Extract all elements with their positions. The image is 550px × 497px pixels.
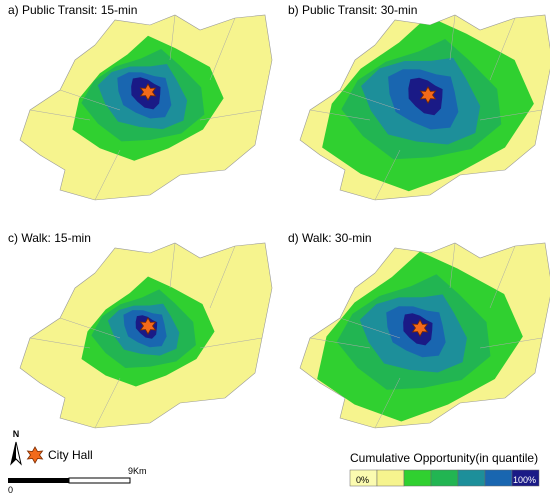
color-legend: [349, 469, 540, 487]
panel-title: d) Walk: 30-min: [288, 231, 372, 245]
legend-swatch: [376, 469, 405, 487]
map-panels: a) Public Transit: 15-min b) Public Trans…: [8, 3, 550, 429]
city-hall-label: City Hall: [48, 448, 93, 462]
scale-bar: 0 9Km: [8, 466, 147, 495]
district-boundary: [339, 317, 401, 339]
panel-title: b) Public Transit: 30-min: [288, 3, 417, 17]
legend-swatch: [403, 469, 432, 487]
legend-title: Cumulative Opportunity(in quantile): [350, 451, 538, 465]
north-arrow: N: [10, 429, 22, 466]
legend-min: 0%: [356, 475, 369, 485]
legend-max: 100%: [513, 475, 536, 485]
map-panel: a) Public Transit: 15-min: [8, 3, 273, 201]
district-boundary: [94, 149, 121, 201]
district-boundary: [29, 109, 91, 121]
scale-start: 0: [8, 485, 13, 495]
district-boundary: [169, 242, 176, 289]
district-boundary: [374, 149, 401, 201]
panel-title: c) Walk: 15-min: [8, 231, 91, 245]
district-boundary: [59, 317, 121, 339]
district-boundary: [94, 377, 121, 429]
district-boundary: [479, 109, 543, 121]
district-boundary: [199, 109, 263, 121]
city-hall-icon: [27, 446, 43, 464]
district-boundary: [489, 17, 516, 81]
legend-swatch: [430, 469, 459, 487]
district-boundary: [374, 377, 401, 429]
legend-swatch: [457, 469, 486, 487]
scale-end: 9Km: [128, 466, 147, 476]
district-boundary: [59, 89, 121, 111]
legend-swatch: [484, 469, 513, 487]
district-boundary: [479, 337, 543, 349]
district-boundary: [309, 337, 371, 349]
map-panel: c) Walk: 15-min: [8, 231, 273, 429]
district-boundary: [209, 245, 236, 309]
legend-swatch: [511, 469, 540, 487]
panel-title: a) Public Transit: 15-min: [8, 3, 137, 17]
district-boundary: [449, 14, 456, 61]
map-panel: b) Public Transit: 30-min: [288, 3, 550, 201]
district-boundary: [29, 337, 91, 349]
district-boundary: [169, 14, 176, 61]
district-boundary: [489, 245, 516, 309]
district-boundary: [209, 17, 236, 81]
district-boundary: [199, 337, 263, 349]
district-boundary: [339, 89, 401, 111]
district-boundary: [309, 109, 371, 121]
map-panel: d) Walk: 30-min: [288, 231, 550, 429]
north-label: N: [13, 429, 20, 439]
district-boundary: [449, 242, 456, 289]
